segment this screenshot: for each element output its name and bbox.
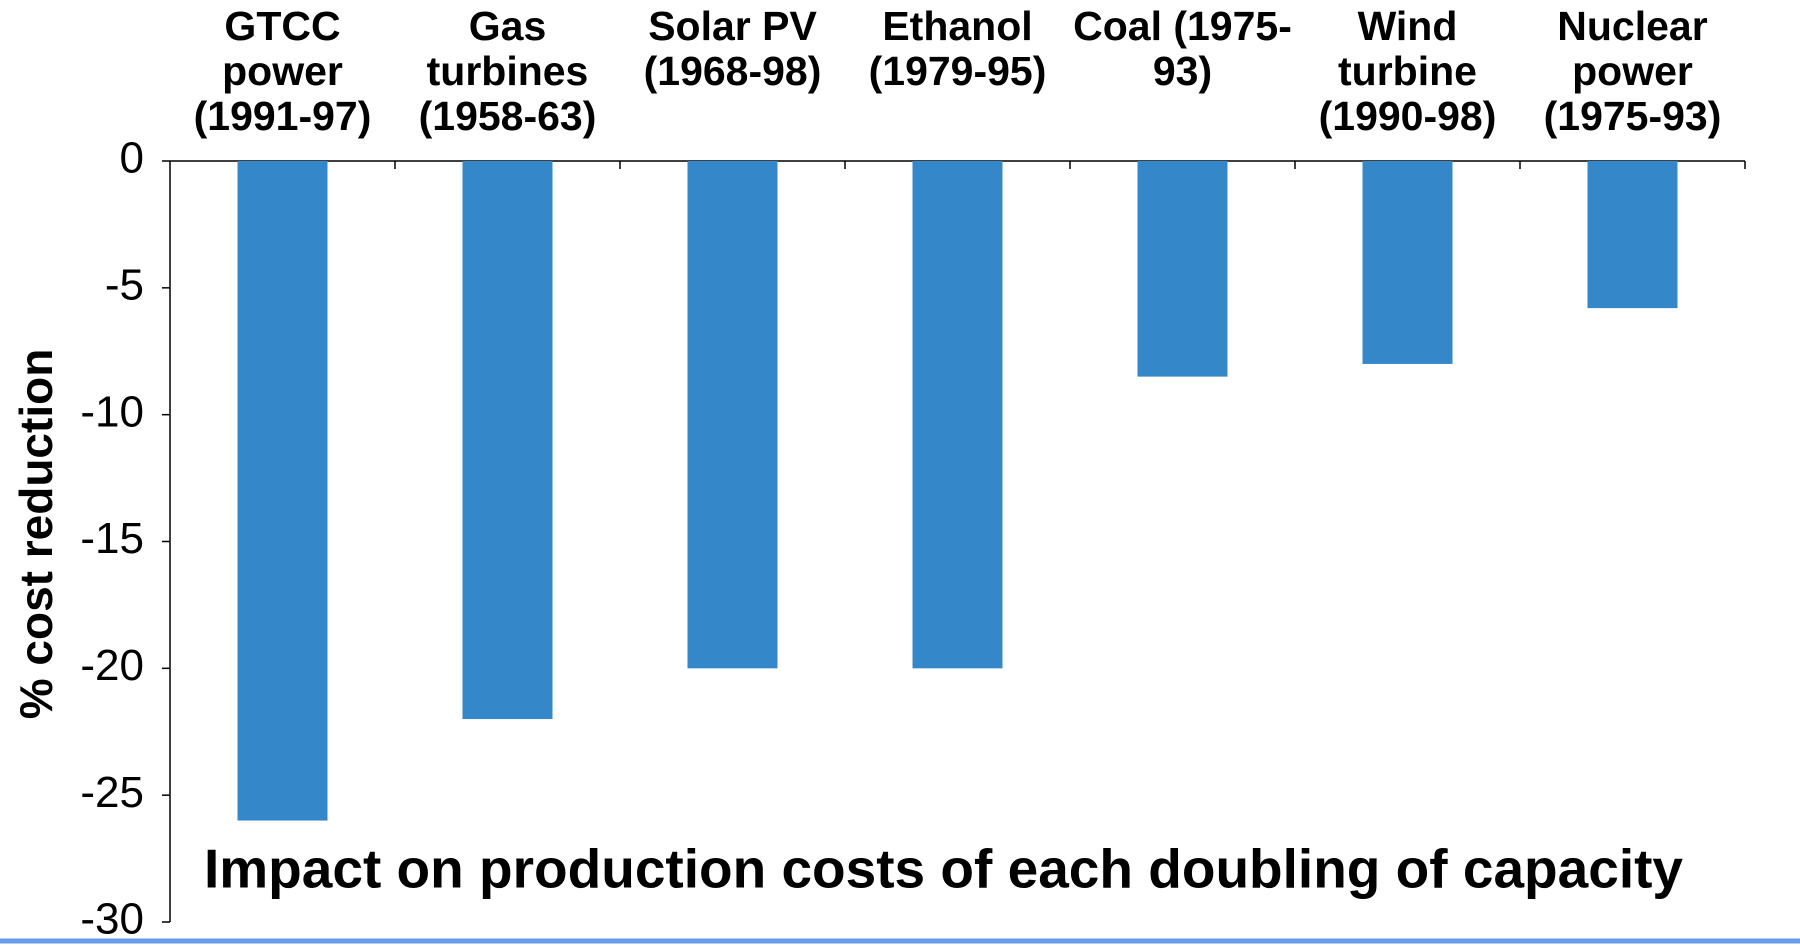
bar xyxy=(687,161,778,669)
category-label: Ethanol (1979-95) xyxy=(868,3,1047,94)
y-tick-label: 0 xyxy=(120,134,144,183)
category-label: Wind turbine (1990-98) xyxy=(1318,3,1497,139)
y-axis-label: % cost reduction xyxy=(10,349,62,720)
category-label: Gas turbines (1958-63) xyxy=(418,3,597,139)
category-label: Solar PV (1968-98) xyxy=(643,3,822,94)
y-tick-label: -15 xyxy=(80,514,144,563)
y-tick-label: -20 xyxy=(80,641,144,690)
y-tick-label: -25 xyxy=(80,768,144,817)
y-tick-label: -10 xyxy=(80,387,144,436)
bar xyxy=(912,161,1003,669)
bar xyxy=(237,161,328,821)
bar xyxy=(462,161,553,720)
chart-title: Impact on production costs of each doubl… xyxy=(204,838,1683,900)
y-tick-label: -30 xyxy=(80,895,144,944)
category-label: Nuclear power (1975-93) xyxy=(1543,3,1722,139)
bar xyxy=(1587,161,1678,309)
bar xyxy=(1362,161,1453,364)
bar xyxy=(1137,161,1228,377)
y-tick-label: -5 xyxy=(105,260,144,309)
category-label: GTCC power (1991-97) xyxy=(193,3,372,139)
category-label: Coal (1975-93) xyxy=(1073,3,1292,94)
